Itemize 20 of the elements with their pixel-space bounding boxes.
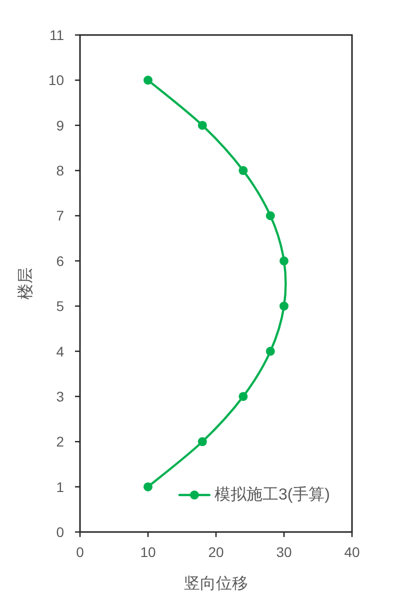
x-tick-label: 10	[140, 544, 156, 560]
y-tick-label: 8	[56, 162, 64, 179]
y-tick-label: 11	[49, 27, 64, 43]
y-tick-label: 3	[56, 388, 64, 404]
y-tick-label: 10	[48, 72, 64, 88]
y-tick-label: 0	[56, 524, 64, 540]
y-tick-label: 9	[56, 117, 64, 134]
x-tick-label: 30	[276, 544, 292, 560]
y-axis-title: 楼层	[18, 268, 34, 300]
y-tick-label: 1	[56, 478, 64, 495]
x-tick-label: 20	[208, 544, 224, 560]
y-tick-label: 4	[56, 343, 64, 360]
x-tick-label: 0	[76, 544, 84, 560]
y-tick-label: 5	[56, 298, 64, 314]
y-tick-label: 7	[56, 208, 64, 224]
y-tick-label: 2	[56, 434, 64, 450]
legend-label: 模拟施工3(手算)	[214, 486, 330, 504]
x-tick-label: 40	[344, 544, 360, 560]
y-tick-label: 6	[56, 252, 64, 269]
x-axis-title: 竖向位移	[184, 576, 248, 592]
